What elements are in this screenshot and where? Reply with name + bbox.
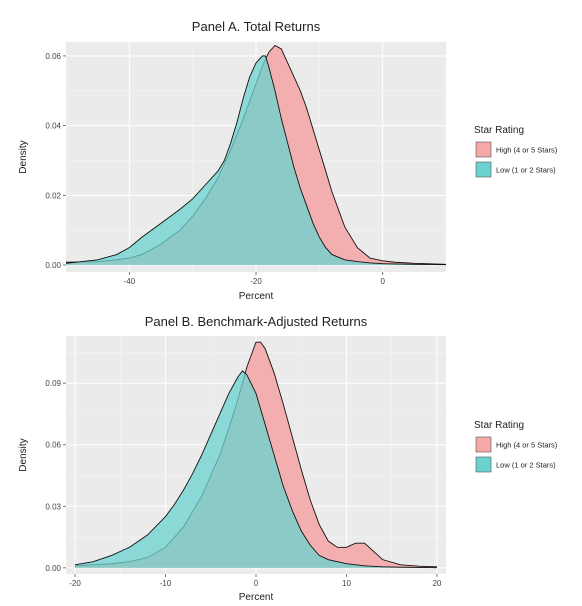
panel-b-area-low — [75, 370, 437, 568]
panel-a-area-low — [66, 55, 446, 266]
panel-a: Panel A. Total Returns -40 -20 0 0.00 0.02 0.… — [18, 19, 558, 302]
panel-b-y-tick-label: 0.03 — [45, 502, 61, 511]
panel-a-x-tick-label: 0 — [380, 277, 385, 286]
panel-b-xlabel: Percent — [239, 592, 274, 603]
panel-b-x-tick-label: 20 — [432, 579, 441, 588]
panel-b-series — [74, 341, 437, 569]
panel-b-legend-key-low — [475, 456, 492, 473]
panel-b-legend-label-high: High (4 or 5 Stars) — [496, 441, 558, 450]
panel-a-series — [65, 44, 447, 266]
panel-a-x-tick-label: -20 — [250, 277, 262, 286]
panel-a-y-tick-label: 0.02 — [45, 191, 61, 200]
panel-a-legend-label-low: Low (1 or 2 Stars) — [496, 166, 556, 175]
panel-b-ticks: -20 -10 0 10 20 0.00 0.03 0.06 0.09 — [45, 379, 442, 588]
panel-a-legend: Star Rating High (4 or 5 Stars) Low (1 o… — [474, 125, 558, 178]
panel-a-legend-label-high: High (4 or 5 Stars) — [496, 146, 558, 155]
panel-a-legend-key-low — [475, 161, 492, 178]
panel-b-x-tick-label: -20 — [69, 579, 81, 588]
panel-b-y-tick-label: 0.09 — [45, 379, 61, 388]
panel-b-x-tick-label: 10 — [342, 579, 351, 588]
panel-a-y-tick-label: 0.00 — [45, 261, 61, 270]
panel-a-legend-title: Star Rating — [474, 125, 524, 136]
panel-a-xlabel: Percent — [239, 291, 274, 302]
panel-b: Panel B. Benchmark-Adjusted Returns -20-… — [18, 314, 558, 603]
panel-a-title: Panel A. Total Returns — [192, 19, 321, 34]
panel-b-x-tick-label: 0 — [254, 579, 259, 588]
panel-a-line-low — [65, 55, 447, 266]
panel-a-ylabel: Density — [18, 140, 29, 173]
panel-b-legend-label-low: Low (1 or 2 Stars) — [496, 461, 556, 470]
panel-b-legend: Star Rating High (4 or 5 Stars) Low (1 o… — [474, 420, 558, 473]
panel-b-legend-title: Star Rating — [474, 420, 524, 431]
panel-a-x-tick-label: -40 — [124, 277, 136, 286]
panel-a-y-tick-label: 0.06 — [45, 52, 61, 61]
panel-b-line-low — [74, 370, 437, 569]
panel-b-ylabel: Density — [18, 438, 29, 471]
panel-b-y-tick-label: 0.06 — [45, 441, 61, 450]
panel-b-title: Panel B. Benchmark-Adjusted Returns — [145, 314, 368, 329]
panel-a-ticks: -40 -20 0 0.00 0.02 0.04 0.06 — [45, 52, 385, 286]
panel-b-y-tick-label: 0.00 — [45, 564, 61, 573]
panel-b-legend-key-high — [475, 436, 492, 453]
panel-b-x-tick-label: -10 — [160, 579, 172, 588]
panel-a-legend-key-high — [475, 141, 492, 158]
panel-a-y-tick-label: 0.04 — [45, 122, 61, 131]
